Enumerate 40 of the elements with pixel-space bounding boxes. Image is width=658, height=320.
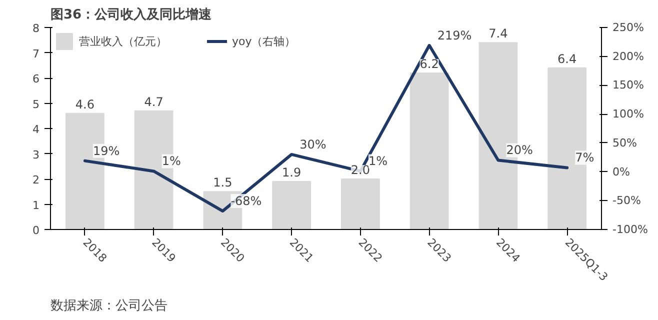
y2-tick-label: -100% xyxy=(612,223,648,236)
y2-tick-label: 50% xyxy=(612,136,637,150)
data-label: 1.5 xyxy=(213,176,232,190)
y-tick-label: 4 xyxy=(32,123,40,136)
data-label: 4.7 xyxy=(144,94,164,109)
data-label: 19% xyxy=(92,144,120,158)
data-label: -68% xyxy=(230,194,262,208)
y-tick-label: 1 xyxy=(32,198,40,212)
y-tick-label: 8 xyxy=(32,22,40,35)
y-tick-label: 0 xyxy=(32,224,40,237)
y2-tick-label: 100% xyxy=(612,108,644,121)
y2-tick-label: 250% xyxy=(612,21,644,34)
data-label: 1% xyxy=(162,154,181,168)
bar xyxy=(272,181,312,230)
data-label: 7% xyxy=(575,150,594,165)
y-tick-label: 2 xyxy=(32,174,40,186)
legend-label: 营业收入（亿元） xyxy=(79,34,167,48)
data-label: 1% xyxy=(368,154,388,168)
y-tick-label: 7 xyxy=(32,47,40,60)
y2-tick-label: 200% xyxy=(612,50,644,63)
data-label: 4.6 xyxy=(75,97,94,112)
y-tick-label: 3 xyxy=(32,148,40,162)
y2-tick-label: 150% xyxy=(612,78,644,92)
data-label: 30% xyxy=(300,137,326,152)
source-note: 数据来源：公司公告 xyxy=(50,298,168,314)
y2-tick-label: 0% xyxy=(612,165,630,178)
bar xyxy=(340,178,380,230)
data-label: 2.0 xyxy=(350,163,370,177)
legend-label: yoy（右轴） xyxy=(232,34,296,48)
y-tick-label: 5 xyxy=(32,98,40,111)
y-tick-label: 6 xyxy=(32,72,40,86)
chart-title: 图36：公司收入及同比增速 xyxy=(50,6,213,22)
data-label: 20% xyxy=(506,143,533,158)
data-label: 6.2 xyxy=(420,56,439,71)
bar xyxy=(410,72,449,230)
data-label: 7.4 xyxy=(488,26,508,41)
data-label: 1.9 xyxy=(282,166,302,180)
data-label: 219% xyxy=(437,28,472,42)
data-label: 6.4 xyxy=(558,52,577,66)
y2-tick-label: -50% xyxy=(612,194,641,208)
